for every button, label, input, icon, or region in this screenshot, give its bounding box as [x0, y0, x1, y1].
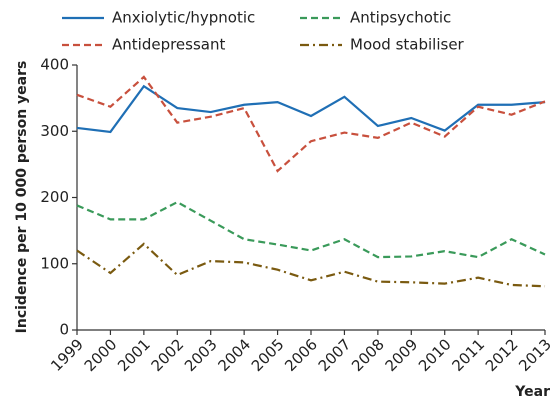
series-line	[76, 200, 546, 259]
x-tick-label: 2013	[515, 335, 550, 375]
y-tick-label: 400	[40, 56, 69, 74]
legend-label: Anxiolytic/hypnotic	[112, 9, 255, 27]
x-tick-label: 2006	[281, 335, 321, 375]
x-axis-label: Year	[514, 384, 550, 400]
x-tick-label: 2004	[214, 335, 254, 375]
legend-label: Mood stabiliser	[350, 36, 465, 54]
series-line	[76, 242, 546, 288]
series-line	[76, 75, 546, 173]
y-tick-label: 0	[59, 321, 69, 339]
x-tick-label: 1999	[47, 335, 87, 375]
x-tick-label: 2007	[315, 335, 355, 375]
x-tick-label: 2002	[148, 335, 188, 375]
y-tick-label: 100	[40, 254, 69, 272]
x-tick-label: 2005	[248, 335, 288, 375]
x-tick-label: 2000	[81, 335, 121, 375]
y-tick-label: 200	[40, 188, 69, 206]
x-tick-label: 2001	[114, 335, 154, 375]
x-tick-label: 2009	[382, 335, 422, 375]
x-tick-label: 2003	[181, 335, 221, 375]
x-tick-label: 2008	[348, 335, 388, 375]
x-tick-label: 2012	[482, 335, 522, 375]
legend-label: Antipsychotic	[350, 9, 451, 27]
x-tick-label: 2010	[415, 335, 455, 375]
legend-label: Antidepressant	[112, 36, 225, 54]
x-tick-label: 2011	[448, 335, 488, 375]
series-line	[76, 84, 546, 134]
y-axis-label: Incidence per 10 000 person years	[14, 61, 30, 334]
y-tick-label: 300	[40, 122, 69, 140]
